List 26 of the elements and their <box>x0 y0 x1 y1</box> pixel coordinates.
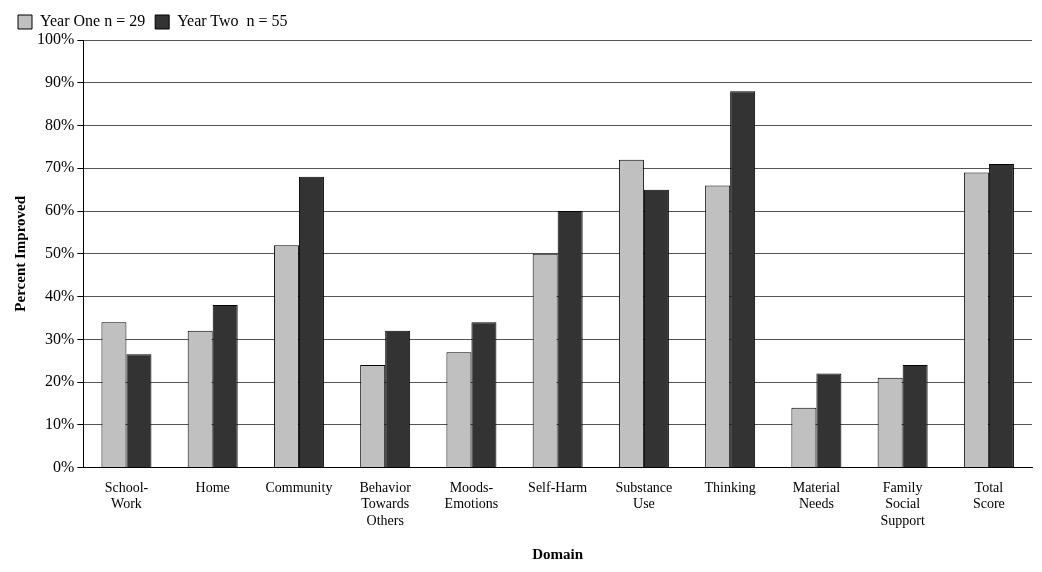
legend-label: Year Two n = 55 <box>177 12 288 30</box>
y-tick-label: 50% <box>45 244 75 261</box>
y-tick-label: 80% <box>45 115 75 133</box>
legend-label: Year One n = 29 <box>40 12 146 30</box>
x-axis-title: Domain <box>532 545 584 562</box>
y-tick-label: 30% <box>45 329 75 347</box>
x-tick-label: Family Social Support <box>880 479 925 529</box>
y-tick-label: 0% <box>53 457 75 475</box>
y-tick-label: 70% <box>45 158 75 176</box>
x-tick-label: Behavior Towards Others <box>359 479 412 529</box>
x-tick-label: Thinking <box>704 479 756 495</box>
x-tick-label: School-Work <box>104 479 149 512</box>
y-tick-label: 20% <box>45 372 75 390</box>
x-tick-label: Substance Use <box>615 479 673 512</box>
y-tick-label: 100% <box>37 30 75 48</box>
y-tick-label: 60% <box>45 201 75 219</box>
y-tick-label: 40% <box>45 286 75 304</box>
x-tick-label: Moods-Emotions <box>444 479 499 512</box>
y-axis-title: Percent Improved <box>11 195 28 312</box>
x-tick-label: Home <box>195 479 230 495</box>
x-tick-label: Material Needs <box>792 479 841 512</box>
y-tick-label: 90% <box>45 72 75 90</box>
x-tick-label: Total Score <box>972 479 1005 512</box>
x-tick-label: Community <box>265 479 333 495</box>
x-tick-label: Self-Harm <box>528 479 588 495</box>
y-tick-label: 10% <box>45 415 75 433</box>
